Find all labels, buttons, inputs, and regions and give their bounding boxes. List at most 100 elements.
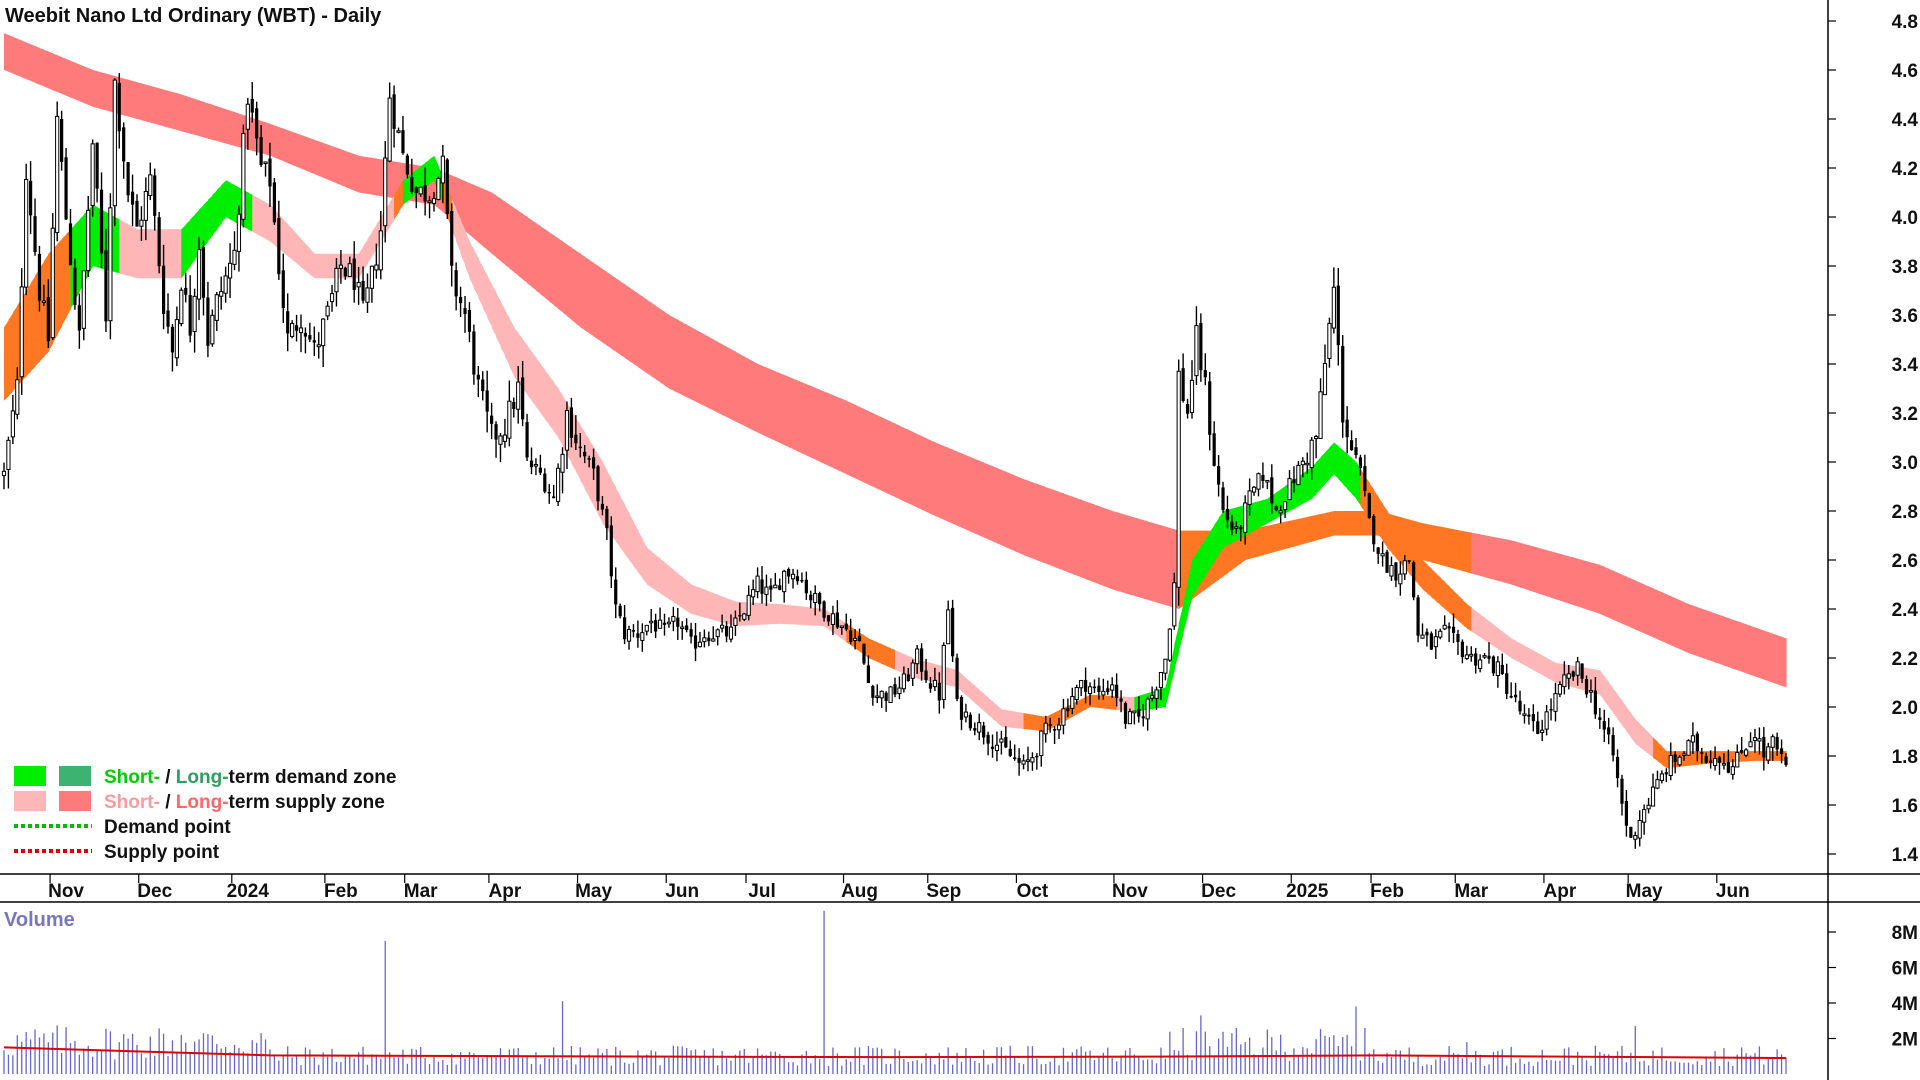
- short-zone-segment: [544, 370, 550, 426]
- long-zone-segment: [1732, 619, 1738, 671]
- candle-body-down: [1491, 656, 1496, 674]
- candle-body-down: [130, 191, 135, 205]
- candle-body-up: [325, 305, 330, 317]
- short-zone-segment: [1533, 650, 1539, 673]
- candle-body-down: [1199, 322, 1203, 371]
- candle-body-up: [1469, 653, 1474, 657]
- long-zone-segment: [762, 365, 768, 437]
- long-zone-segment: [1010, 473, 1016, 552]
- long-zone-segment: [1351, 511, 1357, 536]
- candle-body-up: [897, 687, 902, 695]
- long-zone-segment: [527, 217, 533, 287]
- short-zone-segment: [988, 697, 994, 719]
- long-zone-segment: [132, 81, 138, 119]
- short-zone-segment: [668, 566, 674, 603]
- long-zone-segment: [1582, 560, 1588, 610]
- long-zone-segment: [487, 190, 493, 254]
- short-zone-segment: [1542, 655, 1548, 678]
- candle-body-up: [649, 620, 654, 624]
- candle-body-down: [1013, 757, 1017, 759]
- short-zone-segment: [1090, 694, 1096, 708]
- long-zone-segment: [863, 409, 870, 485]
- long-zone-segment: [571, 247, 577, 324]
- candle-body-up: [773, 584, 778, 589]
- candle-body-down: [184, 287, 188, 295]
- long-zone-segment: [961, 453, 967, 530]
- candle-body-up: [1402, 560, 1407, 575]
- legend: Short- / Long-term demand zone Short- / …: [14, 766, 396, 863]
- short-zone-segment: [176, 229, 182, 279]
- long-zone-segment: [784, 375, 790, 448]
- candle-body-down: [1141, 716, 1145, 719]
- candle-body-down: [1451, 626, 1456, 633]
- short-zone-segment: [92, 204, 98, 268]
- candle-body-up: [901, 673, 906, 690]
- candle-body-down: [1447, 626, 1451, 629]
- candle-body-down: [1531, 714, 1535, 722]
- candle-body-down: [170, 326, 175, 353]
- long-zone-segment: [1715, 613, 1721, 665]
- candle-body-down: [99, 189, 104, 254]
- long-zone-segment: [1692, 605, 1698, 657]
- long-zone-segment: [1502, 538, 1508, 584]
- long-zone-segment: [1356, 511, 1362, 536]
- long-zone-segment: [522, 213, 528, 284]
- candle-body-down: [467, 309, 472, 332]
- short-zone-segment: [119, 219, 125, 275]
- short-zone-segment: [314, 253, 320, 279]
- candle-body-down: [286, 311, 290, 334]
- candle-body-up: [1633, 835, 1638, 840]
- short-zone-segment: [1480, 614, 1486, 641]
- x-tick-label: Jul: [748, 881, 775, 902]
- long-zone-segment: [983, 462, 989, 540]
- long-zone-segment: [1129, 516, 1135, 596]
- short-zone-segment: [1302, 470, 1308, 504]
- candle-body-down: [405, 155, 409, 175]
- long-zone-segment: [296, 133, 302, 169]
- candle-body-down: [1487, 655, 1491, 659]
- candle-body-down: [689, 629, 693, 637]
- candle-body-up: [1721, 763, 1727, 766]
- candle-body-up: [19, 286, 24, 378]
- long-zone-segment: [123, 78, 129, 117]
- long-zone-segment: [1723, 616, 1729, 668]
- long-zone-segment: [216, 106, 222, 143]
- x-tick-label: Apr: [489, 881, 522, 902]
- long-zone-segment: [345, 150, 351, 189]
- short-zone-segment: [691, 584, 697, 616]
- long-zone-segment: [531, 220, 537, 291]
- long-zone-segment: [4, 33, 10, 72]
- x-tick-label: Dec: [1201, 881, 1236, 902]
- candle-body-up: [1757, 738, 1762, 742]
- long-zone-segment: [824, 391, 830, 466]
- short-zone-segment: [1231, 507, 1237, 543]
- short-zone-segment: [296, 234, 302, 268]
- long-zone-segment: [1324, 511, 1331, 538]
- legend-supply-long: Long-: [176, 792, 229, 813]
- long-zone-segment: [1320, 512, 1326, 540]
- long-zone-segment: [332, 146, 338, 184]
- long-zone-segment: [1254, 527, 1260, 558]
- short-zone-segment: [327, 253, 333, 279]
- candle-body-up: [941, 644, 946, 700]
- long-zone-segment: [819, 389, 825, 464]
- short-zone-segment: [265, 202, 271, 242]
- long-zone-segment: [899, 425, 905, 502]
- long-zone-segment: [1511, 540, 1517, 586]
- short-zone-segment: [1657, 742, 1663, 765]
- candle-body-down: [463, 308, 467, 314]
- long-zone-segment: [1027, 480, 1034, 559]
- long-zone-segment: [1546, 550, 1552, 598]
- candle-body-down: [259, 137, 263, 166]
- short-zone-segment: [1604, 676, 1610, 707]
- long-zone-segment: [1763, 630, 1769, 682]
- short-zone-segment: [762, 603, 768, 625]
- short-zone-segment: [1661, 746, 1667, 769]
- candle-body-up: [1172, 582, 1177, 627]
- short-zone-segment: [770, 603, 776, 625]
- candle-body-down: [1336, 285, 1340, 346]
- short-zone-segment: [323, 253, 329, 279]
- long-zone-segment: [150, 85, 156, 124]
- legend-supply-short: Short-: [104, 792, 160, 813]
- long-zone-segment: [992, 466, 998, 544]
